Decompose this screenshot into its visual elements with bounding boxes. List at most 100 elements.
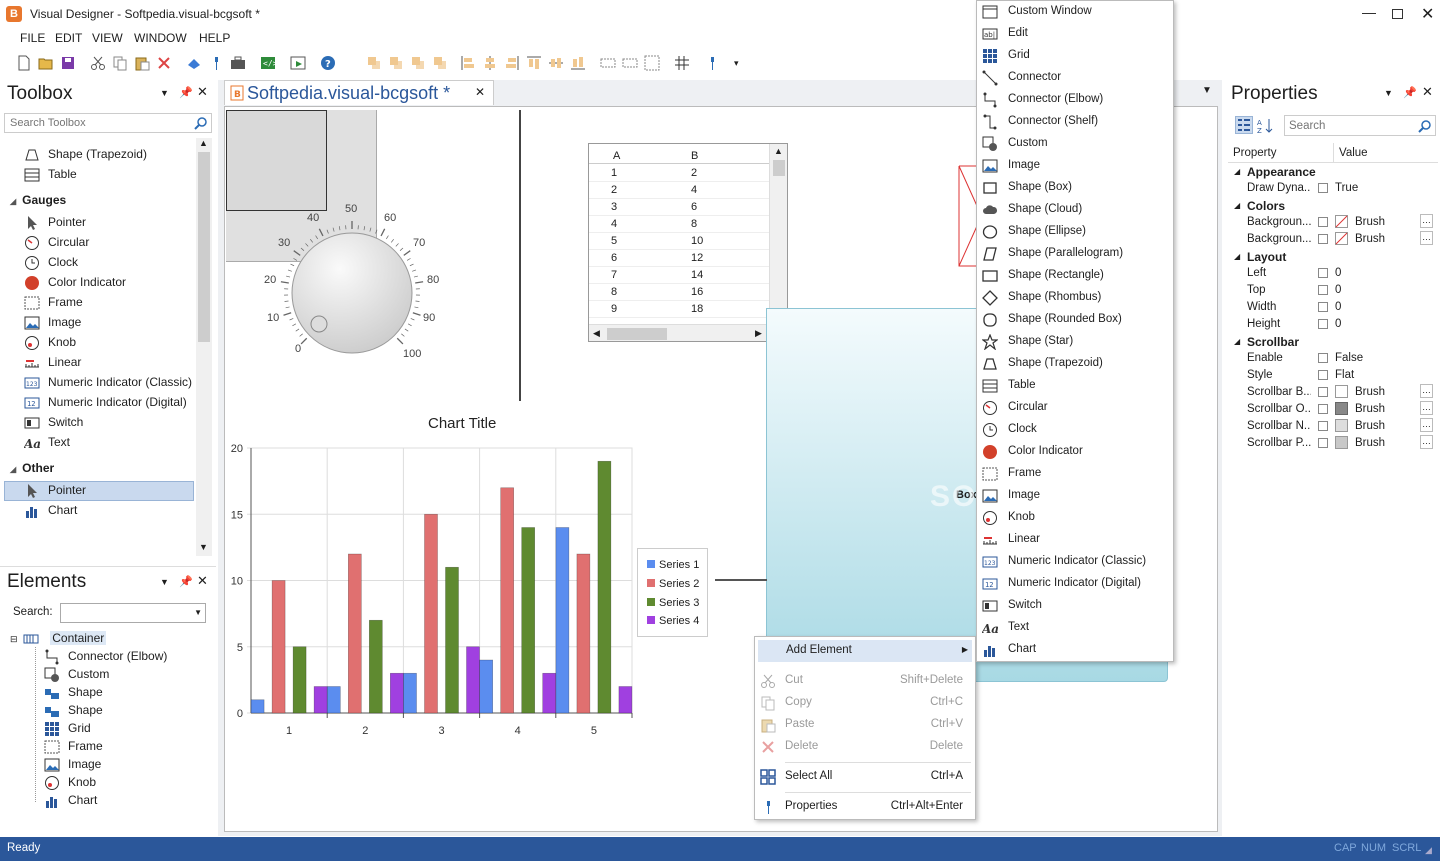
- close-button[interactable]: ✕: [1421, 6, 1435, 23]
- prop-checkbox[interactable]: [1318, 234, 1328, 244]
- pin-icon[interactable]: 📌: [1403, 87, 1417, 99]
- add-menu-item-edit[interactable]: ab| Edit: [977, 23, 1173, 45]
- element-root-container[interactable]: ⊟ Container: [10, 631, 107, 647]
- properties-search-box[interactable]: [1284, 115, 1436, 136]
- element-frame[interactable]: Frame: [44, 739, 103, 755]
- prop-background-2[interactable]: Backgroun... Brush…: [1226, 231, 1436, 248]
- toolbox-item-linear[interactable]: Linear: [24, 355, 81, 371]
- grid-row[interactable]: 6 12: [589, 250, 769, 267]
- grid-cell[interactable]: 18: [691, 303, 704, 315]
- prop-checkbox[interactable]: [1318, 438, 1328, 448]
- column-divider[interactable]: [1333, 143, 1334, 163]
- scroll-thumb[interactable]: [198, 152, 210, 342]
- add-menu-item-shape-ellipse[interactable]: Shape (Ellipse): [977, 221, 1173, 243]
- add-menu-item-grid[interactable]: Grid: [977, 45, 1173, 67]
- grid-row[interactable]: 8 16: [589, 284, 769, 301]
- elements-search-combo[interactable]: ▼: [60, 603, 206, 623]
- align-center-icon[interactable]: [482, 55, 498, 71]
- knob-gauge[interactable]: 0 10 20 30 40 50 60 70 80 90 100: [250, 195, 450, 365]
- grid-vscroll[interactable]: ▲ ▼: [769, 144, 787, 324]
- align-4-icon[interactable]: [432, 55, 448, 71]
- settings-icon[interactable]: [704, 55, 720, 71]
- collapse-icon[interactable]: ⊟: [10, 634, 18, 645]
- pin-icon[interactable]: 📌: [179, 87, 193, 99]
- prop-checkbox[interactable]: [1318, 404, 1328, 414]
- grid-header-b[interactable]: B: [691, 150, 699, 162]
- distribute-icon[interactable]: [600, 55, 616, 71]
- add-menu-item-circular[interactable]: Circular: [977, 397, 1173, 419]
- prop-value[interactable]: Brush: [1355, 233, 1386, 245]
- prop-value[interactable]: False: [1335, 352, 1364, 364]
- expand-icon[interactable]: ◢: [1234, 337, 1241, 346]
- add-menu-item-image[interactable]: Image: [977, 485, 1173, 507]
- prop-checkbox[interactable]: [1318, 217, 1328, 227]
- menu-file[interactable]: FILE: [20, 31, 46, 45]
- prop-checkbox[interactable]: [1318, 302, 1328, 312]
- grid-cell[interactable]: 2: [611, 184, 618, 196]
- bar-series-2[interactable]: [424, 513, 438, 714]
- bar-series-1[interactable]: [250, 699, 265, 714]
- toolbox-item-switch[interactable]: Switch: [24, 415, 83, 431]
- tab-close-icon[interactable]: ✕: [475, 85, 486, 99]
- prop-value[interactable]: Brush: [1355, 386, 1386, 398]
- prop-value[interactable]: True: [1335, 182, 1359, 194]
- distribute-2-icon[interactable]: [622, 55, 638, 71]
- scroll-right-icon[interactable]: ▶: [755, 328, 762, 338]
- toolbox-item-trapezoid[interactable]: Shape (Trapezoid): [24, 147, 147, 163]
- add-menu-item-shape-rounded-box[interactable]: Shape (Rounded Box): [977, 309, 1173, 331]
- prop-value[interactable]: 0: [1335, 301, 1342, 313]
- grid-cell[interactable]: 14: [691, 269, 704, 281]
- toolbox-group-gauges[interactable]: ◢ Gauges: [10, 193, 66, 207]
- scroll-left-icon[interactable]: ◀: [593, 328, 600, 338]
- grid-cell[interactable]: 4: [611, 218, 618, 230]
- bar-series-3[interactable]: [369, 619, 383, 714]
- element-shape[interactable]: Shape: [44, 685, 103, 701]
- bar-series-3[interactable]: [521, 527, 536, 714]
- toolbox-item-chart[interactable]: Chart: [24, 503, 77, 519]
- toolbox-item-circular[interactable]: Circular: [24, 235, 89, 251]
- paste-icon[interactable]: [134, 55, 150, 71]
- grid-cell[interactable]: 4: [691, 184, 698, 196]
- add-menu-item-shape-rhombus[interactable]: Shape (Rhombus): [977, 287, 1173, 309]
- ctx-paste[interactable]: Paste Ctrl+V: [755, 714, 975, 736]
- prop-checkbox[interactable]: [1318, 353, 1328, 363]
- prop-value[interactable]: Flat: [1335, 369, 1355, 381]
- add-menu-item-shape-star[interactable]: Shape (Star): [977, 331, 1173, 353]
- cut-icon[interactable]: [90, 55, 106, 71]
- add-menu-item-knob[interactable]: Knob: [977, 507, 1173, 529]
- grid-cell[interactable]: 16: [691, 286, 704, 298]
- add-menu-item-shape-cloud[interactable]: Shape (Cloud): [977, 199, 1173, 221]
- run-icon[interactable]: [290, 55, 306, 71]
- add-menu-item-image[interactable]: Image: [977, 155, 1173, 177]
- toolbox-item-text[interactable]: Aa Text: [24, 435, 70, 451]
- toolbox-item-table[interactable]: Table: [24, 167, 77, 183]
- toolbox-item-other-pointer[interactable]: Pointer: [24, 483, 86, 499]
- grid-cell[interactable]: 6: [691, 201, 698, 213]
- ellipsis-button[interactable]: …: [1420, 401, 1433, 415]
- grid-cell[interactable]: 12: [691, 252, 704, 264]
- ctx-add-element[interactable]: Add Element ▶: [758, 640, 972, 662]
- prop-value[interactable]: 0: [1335, 267, 1342, 279]
- document-tab[interactable]: B Softpedia.visual-bcgsoft * ✕: [224, 80, 494, 105]
- add-menu-item-color-indicator[interactable]: Color Indicator: [977, 441, 1173, 463]
- prop-left[interactable]: Left 0: [1226, 265, 1436, 282]
- toolbox-search-input[interactable]: [5, 114, 185, 132]
- ellipsis-button[interactable]: …: [1420, 418, 1433, 432]
- add-menu-item-shape-box[interactable]: Shape (Box): [977, 177, 1173, 199]
- add-menu-item-custom[interactable]: Custom: [977, 133, 1173, 155]
- align-3-icon[interactable]: [410, 55, 426, 71]
- bar-series-3[interactable]: [597, 460, 612, 714]
- grid-cell[interactable]: 8: [611, 286, 618, 298]
- bar-series-4[interactable]: [313, 686, 328, 714]
- wrench-icon[interactable]: [208, 55, 224, 71]
- prop-height[interactable]: Height 0: [1226, 316, 1436, 333]
- toolbox-icon[interactable]: [230, 55, 246, 71]
- element-grid[interactable]: Grid: [44, 721, 91, 737]
- add-menu-item-numeric-indicator-classic[interactable]: 123 Numeric Indicator (Classic): [977, 551, 1173, 573]
- toolbox-group-other[interactable]: ◢ Other: [10, 461, 54, 475]
- prop-value[interactable]: 0: [1335, 284, 1342, 296]
- minimize-button[interactable]: —: [1362, 4, 1376, 20]
- align-middle-icon[interactable]: [548, 55, 564, 71]
- add-menu-item-numeric-indicator-digital[interactable]: 12 Numeric Indicator (Digital): [977, 573, 1173, 595]
